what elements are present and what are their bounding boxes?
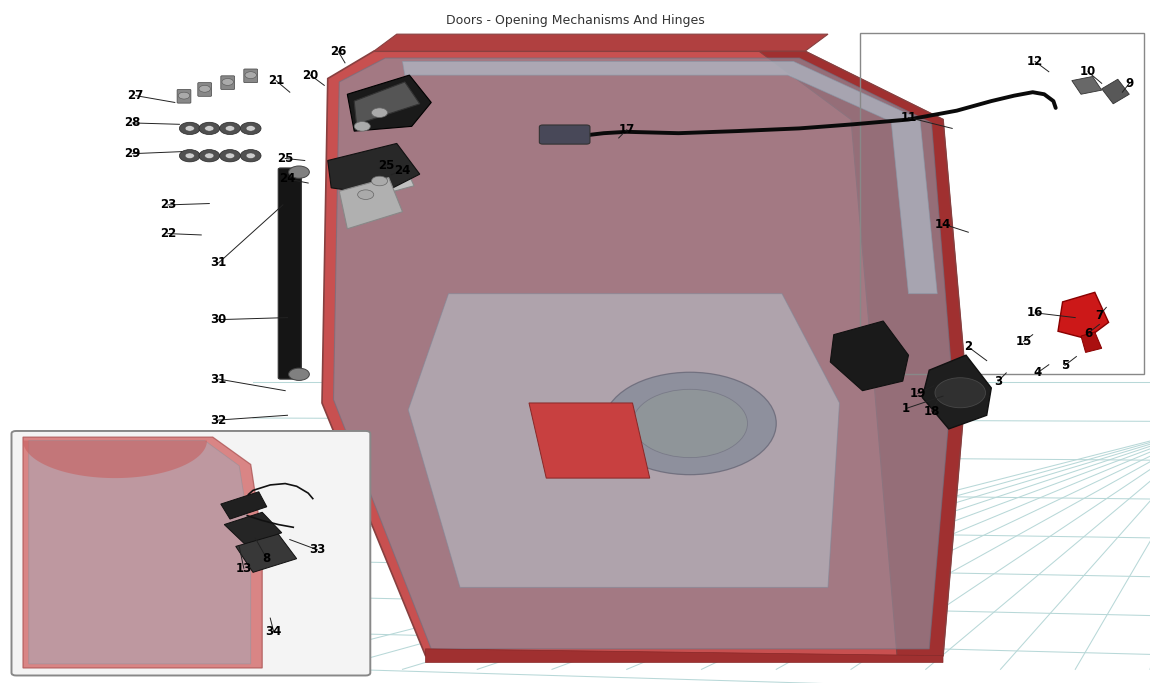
Text: 5: 5 [1060, 359, 1070, 372]
Polygon shape [221, 492, 267, 519]
Circle shape [222, 79, 233, 85]
Polygon shape [1058, 292, 1109, 339]
Text: 32: 32 [210, 413, 227, 427]
Polygon shape [322, 51, 966, 656]
Text: 24: 24 [394, 164, 411, 178]
Text: 12: 12 [1027, 55, 1043, 68]
Text: 6: 6 [1083, 326, 1092, 340]
FancyBboxPatch shape [12, 431, 370, 675]
Circle shape [178, 92, 190, 99]
Polygon shape [922, 355, 991, 429]
Text: 33: 33 [309, 543, 325, 557]
Circle shape [604, 372, 776, 475]
Polygon shape [343, 156, 414, 201]
Polygon shape [23, 441, 207, 478]
Text: 24: 24 [279, 172, 296, 186]
FancyBboxPatch shape [539, 125, 590, 144]
Circle shape [240, 150, 261, 162]
Polygon shape [354, 82, 420, 124]
Polygon shape [374, 34, 828, 51]
Text: 10: 10 [1080, 65, 1096, 79]
FancyBboxPatch shape [244, 69, 258, 83]
Polygon shape [236, 534, 297, 572]
Circle shape [225, 153, 235, 158]
FancyBboxPatch shape [177, 89, 191, 103]
Text: 31: 31 [210, 372, 227, 386]
Circle shape [245, 72, 256, 79]
Circle shape [289, 368, 309, 380]
Text: 19: 19 [910, 387, 926, 400]
Text: 29: 29 [124, 147, 140, 161]
FancyBboxPatch shape [278, 168, 301, 379]
Text: 20: 20 [302, 68, 319, 82]
Circle shape [246, 126, 255, 131]
Circle shape [199, 122, 220, 135]
Circle shape [179, 122, 200, 135]
Text: 34: 34 [266, 625, 282, 639]
Polygon shape [529, 403, 650, 478]
Circle shape [179, 150, 200, 162]
Text: 27: 27 [128, 89, 144, 102]
Circle shape [220, 122, 240, 135]
Text: 3: 3 [994, 374, 1003, 388]
Circle shape [199, 85, 210, 92]
Circle shape [225, 126, 235, 131]
Text: 28: 28 [124, 116, 140, 130]
Text: 21: 21 [268, 74, 284, 87]
Circle shape [199, 150, 220, 162]
Circle shape [354, 122, 370, 131]
Text: 4: 4 [1033, 366, 1042, 380]
Text: 17: 17 [619, 123, 635, 137]
Circle shape [205, 153, 214, 158]
Polygon shape [830, 321, 908, 391]
Circle shape [289, 166, 309, 178]
FancyBboxPatch shape [221, 76, 235, 89]
Polygon shape [347, 75, 431, 131]
Circle shape [205, 126, 214, 131]
Text: 22: 22 [160, 227, 176, 240]
Text: 9: 9 [1125, 76, 1134, 90]
Polygon shape [1072, 76, 1102, 94]
Text: 11: 11 [900, 111, 917, 124]
Text: 13: 13 [236, 561, 252, 575]
Polygon shape [402, 61, 937, 294]
Circle shape [185, 126, 194, 131]
Circle shape [371, 108, 388, 117]
Polygon shape [426, 649, 943, 663]
Text: 14: 14 [935, 217, 951, 231]
Text: 8: 8 [262, 552, 271, 566]
Polygon shape [334, 58, 952, 649]
Polygon shape [328, 143, 420, 195]
Circle shape [185, 153, 194, 158]
Circle shape [371, 176, 388, 186]
Text: 30: 30 [210, 313, 227, 326]
Polygon shape [224, 512, 282, 546]
Text: 2: 2 [964, 340, 973, 354]
Text: 1: 1 [902, 402, 911, 415]
Circle shape [246, 153, 255, 158]
Polygon shape [339, 178, 402, 229]
Text: 16: 16 [1027, 306, 1043, 320]
Polygon shape [23, 437, 262, 668]
Text: 7: 7 [1095, 309, 1104, 322]
Circle shape [220, 150, 240, 162]
Text: Doors - Opening Mechanisms And Hinges: Doors - Opening Mechanisms And Hinges [446, 14, 704, 27]
Polygon shape [408, 294, 840, 587]
Text: 31: 31 [210, 256, 227, 270]
Text: 26: 26 [330, 44, 346, 58]
Text: 25: 25 [378, 158, 394, 172]
Polygon shape [1102, 79, 1129, 104]
Text: 15: 15 [1015, 335, 1032, 348]
Text: 18: 18 [923, 404, 940, 418]
Polygon shape [759, 51, 966, 656]
Circle shape [632, 389, 748, 458]
Polygon shape [1081, 332, 1102, 352]
Text: 25: 25 [277, 152, 293, 165]
Circle shape [358, 190, 374, 199]
Text: 23: 23 [160, 198, 176, 212]
Circle shape [240, 122, 261, 135]
Polygon shape [29, 441, 251, 664]
FancyBboxPatch shape [198, 83, 212, 96]
Circle shape [935, 378, 986, 408]
